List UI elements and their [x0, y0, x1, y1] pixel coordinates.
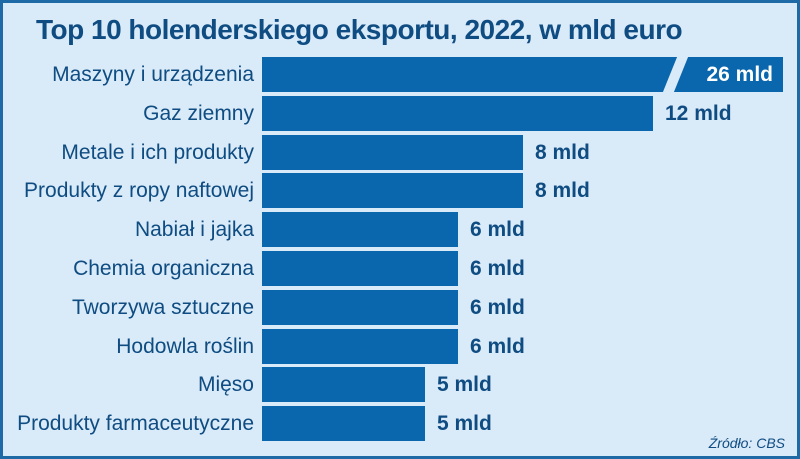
chart-row: Produkty farmaceutyczne 5 mld — [3, 406, 797, 445]
category-label: Chemia organiczna — [73, 256, 254, 280]
bar-area: 6 mld — [262, 212, 797, 248]
category-label: Tworzywa sztuczne — [71, 295, 254, 319]
bar — [262, 328, 458, 364]
value-label: 6 mld — [470, 218, 525, 242]
category-label: Nabiał i jajka — [134, 218, 254, 242]
bar — [262, 250, 458, 286]
chart-row: Mięso 5 mld — [3, 367, 797, 406]
category-label: Mięso — [197, 373, 254, 397]
bar-area: 8 mld — [262, 134, 797, 170]
bar — [262, 212, 458, 248]
chart-row: Hodowla roślin 6 mld — [3, 328, 797, 368]
bar — [262, 95, 653, 131]
chart-row: Tworzywa sztuczne 6 mld — [3, 289, 797, 329]
bar — [262, 406, 425, 442]
bar-chart: Maszyny i urządzenia 26 mld Gaz ziemny 12 m… — [3, 56, 797, 445]
value-label: 8 mld — [535, 140, 590, 164]
category-label: Maszyny i urządzenia — [52, 63, 254, 86]
chart-row: Produkty z ropy naftowej 8 mld — [3, 173, 797, 212]
bar-area: 26 mld — [262, 56, 797, 93]
bar-area: 6 mld — [262, 289, 797, 325]
bar-area: 12 mld — [262, 95, 797, 131]
value-label: 12 mld — [665, 101, 732, 125]
chart-row: Metale i ich produkty 8 mld — [3, 134, 797, 174]
chart-row: Chemia organiczna 6 mld — [3, 250, 797, 290]
category-label: Produkty z ropy naftowej — [24, 179, 254, 203]
bar — [262, 134, 523, 170]
axis-break-marker — [662, 56, 689, 93]
category-label: Gaz ziemny — [143, 101, 254, 125]
source-note: Źródło: CBS — [708, 435, 785, 451]
chart-row: Maszyny i urządzenia 26 mld — [3, 56, 797, 96]
value-label: 6 mld — [470, 256, 525, 280]
value-label: 6 mld — [470, 295, 525, 319]
bar — [262, 367, 425, 403]
category-label: Produkty farmaceutyczne — [17, 412, 254, 436]
chart-row: Nabiał i jajka 6 mld — [3, 212, 797, 251]
value-label: 6 mld — [470, 334, 525, 358]
bar-area: 8 mld — [262, 173, 797, 209]
value-label: 5 mld — [437, 412, 492, 436]
value-label: 8 mld — [535, 179, 590, 203]
bar-area: 6 mld — [262, 250, 797, 286]
value-label: 5 mld — [437, 373, 492, 397]
bar — [262, 289, 458, 325]
bar: 26 mld — [262, 56, 783, 93]
bar-area: 5 mld — [262, 406, 797, 442]
chart-title: Top 10 holenderskiego eksportu, 2022, w … — [36, 14, 683, 45]
chart-row: Gaz ziemny 12 mld — [3, 95, 797, 135]
value-label: 26 mld — [706, 63, 773, 86]
bar-area: 6 mld — [262, 328, 797, 364]
category-label: Hodowla roślin — [116, 334, 254, 358]
bar-area: 5 mld — [262, 367, 797, 403]
bar — [262, 173, 523, 209]
category-label: Metale i ich produkty — [61, 140, 254, 164]
